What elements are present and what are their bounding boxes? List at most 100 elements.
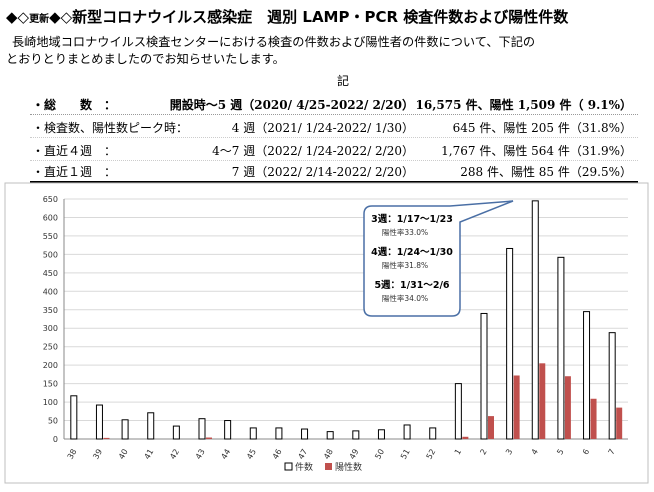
summary-label: ・直近１週 ： (32, 165, 117, 179)
weekly-tests-chart: 0501001502002503003504004505005506006503… (4, 182, 649, 484)
bar-positives (616, 407, 623, 439)
x-tick-label: 44 (219, 448, 232, 461)
legend-label-positives: 陽性数 (335, 461, 362, 473)
callout-rate: 陽性率33.0% (382, 227, 428, 237)
y-tick-label: 350 (43, 306, 58, 315)
x-tick-label: 40 (117, 448, 130, 461)
intro-line-2: とおりとりまとめましたのでお知らせいたします。 (6, 52, 285, 66)
summary-label: ・直近４週 ： (32, 144, 117, 158)
page-title: ◆◇更新◆◇新型コロナウイルス感染症 週別 LAMP・PCR 検査件数および陽性… (6, 6, 568, 27)
x-tick-label: 42 (168, 448, 181, 461)
summary-result: 16,575 件、陽性 1,509 件（ 9.1%） (415, 98, 633, 112)
bar-tests (608, 332, 616, 440)
intro-line-1: 長崎地域コロナウイルス検査センターにおける検査の件数および陽性者の件数について、… (12, 35, 536, 49)
y-tick-label: 200 (43, 361, 58, 370)
summary-result: 645 件、陽性 205 件（31.8%） (452, 121, 632, 135)
summary-row-last1: ・直近１週 ： 7 週（2022/ 2/14-2022/ 2/20） 288 件… (30, 159, 638, 183)
summary-period: 4 週（2021/ 1/24-2022/ 1/30） (231, 121, 414, 135)
y-tick-label: 500 (43, 250, 58, 259)
callout-week: 3週：1/17〜1/23 (371, 213, 453, 225)
x-tick-label: 5 (555, 448, 565, 457)
x-tick-label: 46 (271, 448, 284, 461)
bar-tests (403, 424, 411, 440)
summary-result: 1,767 件、陽性 564 件（31.9%） (441, 144, 632, 158)
bar-positives (513, 375, 520, 439)
bar-positives (462, 436, 469, 439)
summary-label: ・総 数 ： (32, 98, 117, 112)
bar-tests (172, 425, 180, 440)
y-tick-label: 550 (43, 232, 58, 241)
bar-positives (590, 398, 597, 439)
callout-week: 4週：1/24〜1/30 (371, 246, 453, 258)
x-tick-label: 50 (373, 448, 386, 461)
callout-rate: 陽性率31.8% (382, 260, 428, 270)
x-tick-label: 52 (425, 448, 438, 461)
x-tick-label: 6 (581, 448, 591, 457)
bar-positives (103, 437, 110, 439)
title-marks-prefix: ◆◇ (6, 8, 30, 26)
bar-tests (480, 312, 488, 440)
bar-tests (301, 428, 309, 440)
y-tick-label: 50 (48, 417, 58, 426)
x-tick-label: 2 (478, 448, 488, 457)
y-tick-label: 100 (43, 398, 58, 407)
summary-result: 288 件、陽性 85 件（29.5%） (460, 165, 632, 179)
x-tick-label: 48 (322, 448, 335, 461)
x-tick-label: 45 (245, 448, 258, 461)
bar-tests (583, 311, 591, 440)
x-tick-label: 41 (143, 448, 156, 461)
summary-row-total: ・総 数 ： 開設時〜5 週（2020/ 4/25-2022/ 2/20） 16… (30, 92, 638, 115)
x-tick-label: 7 (607, 448, 617, 457)
bar-positives (564, 376, 571, 439)
legend-swatch-positives (325, 463, 332, 470)
legend-swatch-tests (284, 462, 293, 471)
update-label: 更新 (29, 14, 50, 25)
bar-tests (95, 404, 103, 440)
title-text: 新型コロナウイルス感染症 週別 LAMP・PCR 検査件数および陽性件数 (72, 8, 569, 26)
y-tick-label: 0 (53, 435, 58, 444)
bar-positives (206, 437, 212, 439)
bar-positives (488, 416, 494, 439)
bar-tests (70, 395, 78, 440)
x-tick-label: 47 (296, 448, 309, 461)
title-marks-suffix: ◆◇ (49, 8, 73, 26)
y-tick-label: 650 (43, 195, 58, 204)
callout-rate: 陽性率34.0% (382, 293, 428, 303)
bar-tests (377, 429, 385, 440)
x-tick-label: 39 (91, 448, 104, 461)
y-tick-label: 600 (43, 213, 58, 222)
x-tick-label: 51 (399, 448, 412, 461)
summary-row-last4: ・直近４週 ： 4〜7 週（2022/ 1/24-2022/ 2/20） 1,7… (30, 138, 638, 161)
bar-tests (557, 256, 565, 440)
bar-tests (454, 383, 462, 440)
bar-tests (121, 419, 129, 440)
bar-tests (352, 430, 360, 440)
x-tick-label: 43 (194, 448, 207, 461)
bar-tests (249, 427, 257, 440)
legend-label-tests: 件数 (295, 461, 313, 473)
bar-tests (198, 418, 206, 440)
x-tick-label: 38 (66, 448, 79, 461)
summary-period: 開設時〜5 週（2020/ 4/25-2022/ 2/20） (169, 98, 414, 112)
bar-tests (531, 200, 539, 440)
bar-tests (326, 431, 334, 440)
summary-row-peak: ・検査数、陽性数ピーク時： 4 週（2021/ 1/24-2022/ 1/30）… (30, 115, 638, 138)
bar-tests (275, 427, 283, 440)
x-tick-label: 3 (504, 448, 514, 457)
y-tick-label: 250 (43, 343, 58, 352)
summary-period: 4〜7 週（2022/ 1/24-2022/ 2/20） (212, 144, 414, 158)
y-tick-label: 150 (43, 380, 58, 389)
y-tick-label: 400 (43, 287, 58, 296)
summary-label: ・検査数、陽性数ピーク時： (32, 121, 189, 135)
y-tick-label: 300 (43, 324, 58, 333)
callout-bubble (363, 200, 514, 317)
bar-positives (539, 363, 546, 439)
x-tick-label: 1 (453, 448, 463, 457)
intro-paragraph: 長崎地域コロナウイルス検査センターにおける検査の件数および陽性者の件数について、… (6, 34, 646, 68)
x-tick-label: 49 (348, 448, 361, 461)
bar-tests (429, 427, 437, 440)
x-tick-label: 4 (530, 448, 540, 457)
ki-label: 記 (337, 74, 350, 88)
bar-tests (506, 247, 514, 440)
bar-tests (224, 420, 232, 440)
